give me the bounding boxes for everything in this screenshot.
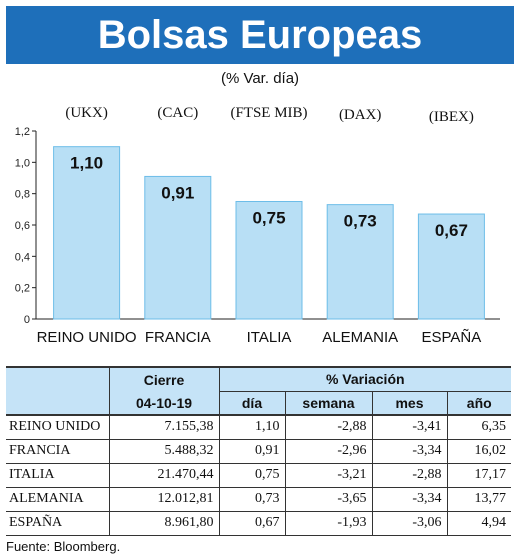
cell-cierre: 5.488,32: [108, 439, 219, 464]
category-label: REINO UNIDO: [37, 329, 137, 346]
ano-header: año: [446, 391, 511, 416]
cell-cierre: 21.470,44: [108, 463, 219, 488]
index-label: (CAC): [157, 105, 198, 121]
category-label: ESPAÑA: [422, 329, 482, 346]
cell-semana: -3,21: [284, 463, 372, 488]
cell-mes: -3,34: [371, 487, 447, 512]
cell-semana: -2,96: [284, 439, 372, 464]
cell-semana: -1,93: [284, 511, 372, 536]
bar-value-label: 0,73: [344, 212, 377, 231]
cell-semana: -3,65: [284, 487, 372, 512]
table-row: REINO UNIDO 7.155,38 1,10 -2,88 -3,41 6,35: [6, 415, 511, 440]
semana-header: semana: [284, 391, 372, 416]
bar-0: [53, 146, 121, 320]
bar-value-label: 0,91: [161, 183, 194, 202]
bar-chart: 0 0,2 0,4 0,6 0,8 1,0 1,2 1,10 (UKX) REINO UNIDO 0…: [0, 90, 520, 360]
table-row: ITALIA 21.470,44 0,75 -3,21 -2,88 17,17: [6, 463, 511, 488]
bar-chart-svg: 0 0,2 0,4 0,6 0,8 1,0 1,2 1,10 (UKX) REINO UNIDO 0…: [15, 105, 500, 346]
cell-cierre: 8.961,80: [108, 511, 219, 536]
cell-dia: 0,75: [218, 463, 285, 488]
bar-2: [235, 201, 303, 320]
cell-mes: -3,41: [371, 415, 447, 440]
cell-ano: 13,77: [446, 487, 511, 512]
cell-mes: -3,06: [371, 511, 447, 536]
bar-value-label: 0,75: [252, 209, 285, 228]
bar-value-label: 1,10: [70, 154, 103, 173]
bar-4: [417, 213, 485, 320]
cell-dia: 0,67: [218, 511, 285, 536]
title-banner: Bolsas Europeas: [6, 6, 514, 64]
cell-ano: 4,94: [446, 511, 511, 536]
cierre-header: Cierre: [108, 366, 219, 391]
cell-country: FRANCIA: [6, 439, 109, 464]
source-note: Fuente: Bloomberg.: [6, 539, 121, 554]
variacion-header: % Variación: [218, 366, 511, 392]
corner-header-2: [6, 391, 109, 416]
cell-semana: -2,88: [284, 415, 372, 440]
cell-country: ALEMANIA: [6, 487, 109, 512]
cell-country: REINO UNIDO: [6, 415, 109, 440]
y-tick-label: 0,6: [15, 220, 30, 232]
chart-title: Bolsas Europeas: [97, 12, 423, 57]
table-row: FRANCIA 5.488,32 0,91 -2,96 -3,34 16,02: [6, 439, 511, 464]
cell-country: ESPAÑA: [6, 511, 109, 536]
mes-header: mes: [371, 391, 447, 416]
cell-dia: 0,73: [218, 487, 285, 512]
category-label: ALEMANIA: [322, 329, 398, 346]
bar-value-label: 0,67: [435, 221, 468, 240]
category-label: FRANCIA: [145, 329, 211, 346]
chart-subtitle: (% Var. día): [220, 70, 300, 87]
y-tick-label: 1,2: [15, 126, 30, 138]
cell-country: ITALIA: [6, 463, 109, 488]
y-tick-label: 0,4: [15, 251, 30, 263]
y-tick-label: 0,8: [15, 189, 30, 201]
cell-mes: -2,88: [371, 463, 447, 488]
category-label: ITALIA: [247, 329, 292, 346]
cell-ano: 16,02: [446, 439, 511, 464]
dia-header: día: [218, 391, 285, 416]
date-header: 04-10-19: [108, 391, 219, 416]
cell-ano: 6,35: [446, 415, 511, 440]
cell-dia: 0,91: [218, 439, 285, 464]
index-label: (UKX): [65, 105, 108, 121]
index-label: (FTSE MIB): [230, 105, 307, 121]
cell-mes: -3,34: [371, 439, 447, 464]
table-row: ALEMANIA 12.012,81 0,73 -3,65 -3,34 13,77: [6, 487, 511, 512]
cell-dia: 1,10: [218, 415, 285, 440]
index-label: (IBEX): [429, 109, 474, 125]
y-tick-label: 1,0: [15, 157, 30, 169]
cell-cierre: 7.155,38: [108, 415, 219, 440]
bar-1: [144, 175, 212, 320]
cell-ano: 17,17: [446, 463, 511, 488]
bar-3: [326, 204, 394, 320]
y-tick-label: 0,2: [15, 283, 30, 295]
index-label: (DAX): [339, 107, 382, 123]
y-tick-label: 0: [24, 314, 30, 326]
cell-cierre: 12.012,81: [108, 487, 219, 512]
table-row: ESPAÑA 8.961,80 0,67 -1,93 -3,06 4,94: [6, 511, 511, 536]
corner-header: [6, 366, 109, 391]
stock-table: Cierre % Variación 04-10-19 día semana m…: [6, 366, 511, 536]
